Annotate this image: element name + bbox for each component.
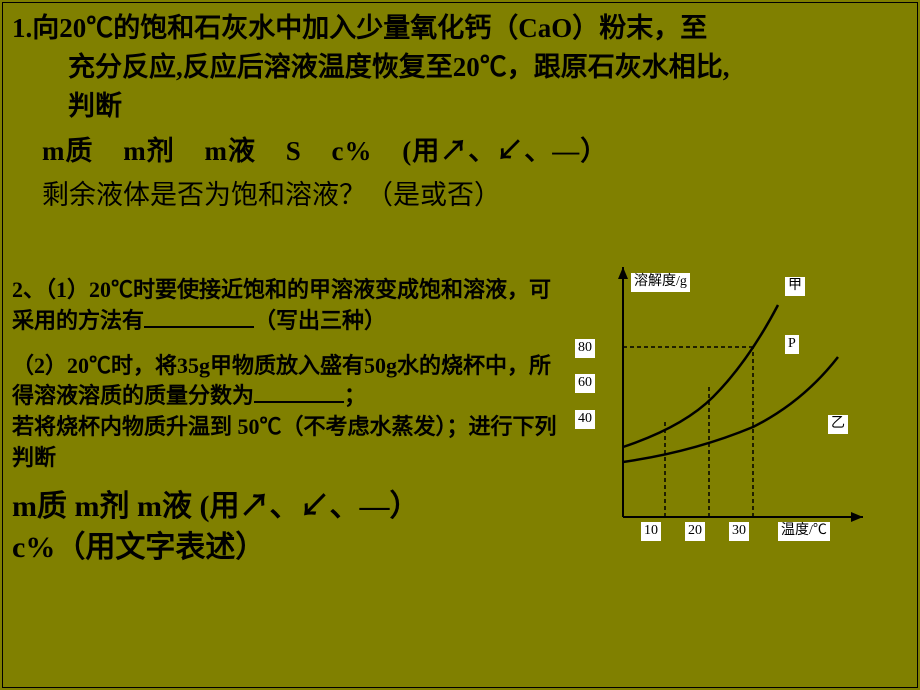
y-tick-40: 40 [575, 410, 595, 429]
q3-line2: c%（用文字表述） [12, 528, 419, 569]
q3-line1: m质 m剂 m液 (用↗、↙、—） [12, 487, 419, 528]
x-tick-30: 30 [729, 522, 749, 541]
x-tick-10: 10 [641, 522, 661, 541]
x-axis-arrow-icon [851, 512, 863, 522]
y-tick-80: 80 [575, 339, 595, 358]
question-1: 1.向20℃的饱和石灰水中加入少量氧化钙（CaO）粉末，至 充分反应,反应后溶液… [12, 9, 912, 215]
x-tick-20: 20 [685, 522, 705, 541]
q1-variables-row: m质 m剂 m液 S c% (用↗、↙、—） [12, 132, 912, 171]
series-label-yi: 乙 [828, 415, 848, 434]
slide-page: 1.向20℃的饱和石灰水中加入少量氧化钙（CaO）粉末，至 充分反应,反应后溶液… [2, 2, 918, 688]
blank-massfrac [254, 385, 344, 403]
question-3: m质 m剂 m液 (用↗、↙、—） c%（用文字表述） [12, 487, 419, 568]
point-p-label: P [785, 335, 799, 354]
curve-yi [623, 357, 838, 462]
series-label-jia: 甲 [785, 277, 805, 296]
solubility-chart: 溶解度/g 甲 P 乙 80 60 40 10 20 30 温度/℃ [603, 267, 903, 567]
q2-part1: 2、（1）20℃时要使接近饱和的甲溶液变成饱和溶液，可采用的方法有（写出三种） [12, 275, 572, 337]
blank-methods [144, 310, 254, 328]
q2-part2: （2）20℃时，将35g甲物质放入盛有50g水的烧杯中，所得溶液溶质的质量分数为… [12, 351, 572, 474]
q1-line1: 1.向20℃的饱和石灰水中加入少量氧化钙（CaO）粉末，至 [12, 9, 912, 48]
q2-p2-text-b: ； [344, 383, 366, 408]
x-axis-label: 温度/℃ [778, 522, 830, 541]
y-axis-arrow-icon [618, 267, 628, 279]
y-tick-60: 60 [575, 374, 595, 393]
q1-line2: 充分反应,反应后溶液温度恢复至20℃，跟原石灰水相比, [12, 48, 912, 87]
q1-line3: 判断 [12, 87, 912, 126]
y-axis-label: 溶解度/g [631, 273, 690, 292]
q2-p2-text-c: 若将烧杯内物质升温到 50℃（不考虑水蒸发）；进行下列判断 [12, 414, 557, 470]
q2-p1-text-b: （写出三种） [254, 308, 386, 333]
question-2: 2、（1）20℃时要使接近饱和的甲溶液变成饱和溶液，可采用的方法有（写出三种） … [12, 275, 572, 474]
q1-remaining-question: 剩余液体是否为饱和溶液？（是或否） [12, 176, 912, 215]
